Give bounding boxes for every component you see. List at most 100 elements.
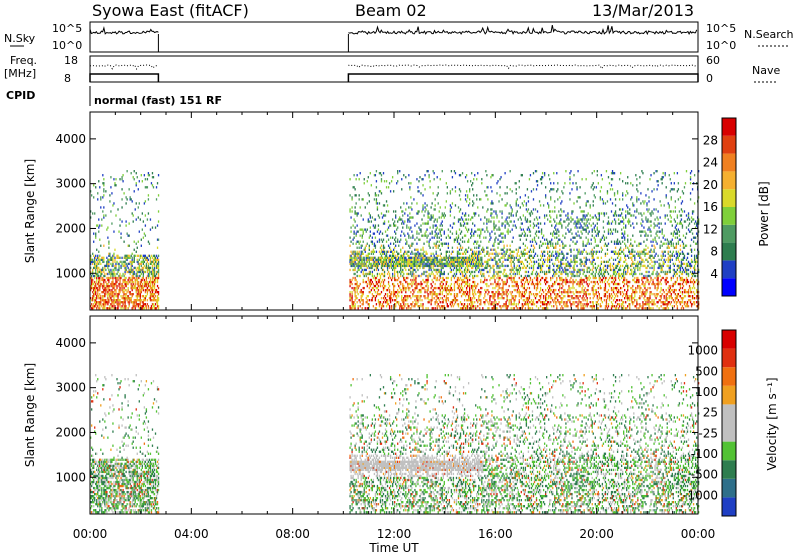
cell <box>423 294 425 298</box>
cell <box>547 286 549 290</box>
cell <box>436 305 438 308</box>
cell <box>121 206 123 209</box>
cell <box>154 299 157 302</box>
cell <box>440 305 442 308</box>
cell <box>417 256 419 260</box>
cell <box>380 297 383 300</box>
cell <box>498 270 500 274</box>
cell <box>539 282 542 286</box>
cell <box>514 280 516 284</box>
cell <box>507 288 509 292</box>
cell <box>392 190 395 193</box>
cell <box>502 286 504 290</box>
cell <box>548 270 550 274</box>
cell <box>493 268 495 272</box>
cell <box>441 260 443 264</box>
cell <box>139 262 141 266</box>
cell <box>425 252 427 255</box>
cell <box>470 297 472 300</box>
cell <box>380 280 383 284</box>
cell <box>354 258 356 262</box>
cell <box>510 264 512 268</box>
cell <box>135 305 137 308</box>
cell <box>142 266 145 270</box>
cell <box>472 222 474 225</box>
cell <box>378 250 381 253</box>
cell <box>511 294 513 298</box>
cell <box>546 305 548 308</box>
cell <box>395 240 397 243</box>
cell <box>466 270 469 274</box>
cell <box>446 264 449 268</box>
cell <box>439 258 441 262</box>
cell <box>518 294 520 298</box>
cell <box>385 250 388 253</box>
cell <box>468 256 471 260</box>
cell <box>116 292 118 296</box>
cell <box>141 282 143 286</box>
cell <box>352 264 354 268</box>
cell <box>433 256 435 260</box>
cell <box>427 297 429 300</box>
cell <box>353 286 355 290</box>
cell <box>451 232 454 235</box>
cell <box>391 282 394 286</box>
cell <box>429 218 431 221</box>
cell <box>448 262 451 266</box>
cell <box>370 220 373 223</box>
cell <box>93 274 95 278</box>
cell <box>506 297 508 300</box>
cell <box>456 258 459 262</box>
cell <box>101 256 103 260</box>
cell <box>144 266 147 270</box>
cell <box>91 274 93 278</box>
cell <box>139 256 141 260</box>
cell <box>449 214 452 217</box>
cell <box>119 288 121 292</box>
cell <box>145 264 148 268</box>
cell <box>132 276 134 280</box>
cell <box>388 260 391 264</box>
cell <box>398 256 400 260</box>
cell <box>494 232 496 235</box>
cell <box>461 212 464 215</box>
cell <box>91 276 93 280</box>
cell <box>138 294 140 298</box>
cell <box>392 266 395 270</box>
cell <box>132 305 134 308</box>
cell <box>90 266 92 270</box>
cell <box>513 280 515 284</box>
cell <box>526 252 529 255</box>
cell <box>499 282 501 286</box>
cell <box>544 196 547 199</box>
cell <box>454 256 457 260</box>
cell <box>479 299 481 302</box>
cell <box>125 266 127 270</box>
cell <box>555 232 557 235</box>
cell <box>394 256 396 260</box>
cell <box>532 301 535 304</box>
cell <box>378 301 381 304</box>
cell <box>421 258 423 262</box>
cell <box>532 268 535 272</box>
cell <box>531 272 534 276</box>
cell <box>391 256 394 260</box>
cell <box>485 266 487 270</box>
cell <box>356 274 358 278</box>
cell <box>560 264 562 268</box>
cell <box>547 260 549 264</box>
cell <box>389 236 392 239</box>
cell <box>408 272 410 276</box>
cell <box>527 305 530 308</box>
cell <box>556 278 558 282</box>
cell <box>122 294 124 298</box>
cell <box>417 274 419 278</box>
cell <box>537 230 540 233</box>
cell <box>372 282 375 286</box>
cell <box>489 270 491 274</box>
cell <box>512 224 514 227</box>
cell <box>450 305 453 308</box>
cell <box>436 297 438 300</box>
cell <box>373 218 376 221</box>
cell <box>134 282 136 286</box>
